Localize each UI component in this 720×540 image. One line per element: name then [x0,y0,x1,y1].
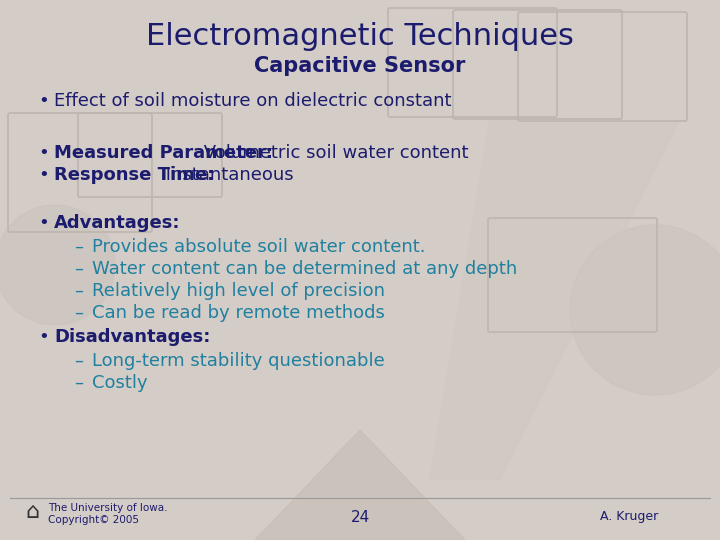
Text: Effect of soil moisture on dielectric constant: Effect of soil moisture on dielectric co… [54,92,451,110]
Text: ⌂: ⌂ [25,502,39,522]
Text: Can be read by remote methods: Can be read by remote methods [92,304,385,322]
Text: Water content can be determined at any depth: Water content can be determined at any d… [92,260,517,278]
Text: The University of Iowa.: The University of Iowa. [48,503,168,513]
Text: –: – [74,282,83,300]
Text: •: • [38,144,49,162]
Text: 24: 24 [351,510,369,525]
Text: Measured Parameter:: Measured Parameter: [54,144,273,162]
Text: –: – [74,238,83,256]
Text: Long-term stability questionable: Long-term stability questionable [92,352,384,370]
Text: Copyright© 2005: Copyright© 2005 [48,515,139,525]
Text: Relatively high level of precision: Relatively high level of precision [92,282,385,300]
Text: Volumetric soil water content: Volumetric soil water content [199,144,469,162]
Text: Disadvantages:: Disadvantages: [54,328,210,346]
Text: Provides absolute soil water content.: Provides absolute soil water content. [92,238,426,256]
Text: Capacitive Sensor: Capacitive Sensor [254,56,466,76]
Circle shape [0,205,115,325]
Polygon shape [430,120,680,480]
Text: –: – [74,304,83,322]
Text: •: • [38,166,49,184]
Text: Advantages:: Advantages: [54,214,181,232]
Text: –: – [74,352,83,370]
Text: –: – [74,260,83,278]
Text: A. Kruger: A. Kruger [600,510,658,523]
Text: Costly: Costly [92,374,148,392]
Text: •: • [38,214,49,232]
Text: •: • [38,328,49,346]
Text: •: • [38,92,49,110]
Circle shape [570,225,720,395]
Text: –: – [74,374,83,392]
Text: Response Time:: Response Time: [54,166,215,184]
Text: Instantaneous: Instantaneous [161,166,294,184]
Text: Electromagnetic Techniques: Electromagnetic Techniques [146,22,574,51]
Polygon shape [255,430,465,540]
